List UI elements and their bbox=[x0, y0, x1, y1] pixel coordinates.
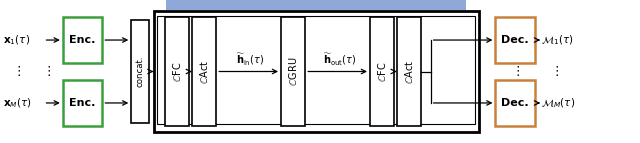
Bar bbox=[63, 80, 102, 126]
Text: Dec.: Dec. bbox=[501, 98, 529, 108]
Bar bbox=[166, 0, 466, 10]
Text: Dec.: Dec. bbox=[501, 35, 529, 45]
Text: $\vdots$: $\vdots$ bbox=[12, 64, 20, 79]
Text: $\mathbb{C}$Act: $\mathbb{C}$Act bbox=[198, 59, 210, 84]
Bar bbox=[157, 16, 475, 124]
Bar bbox=[495, 80, 535, 126]
Bar bbox=[154, 11, 479, 132]
Text: $\mathbf{x}_1(\tau)$: $\mathbf{x}_1(\tau)$ bbox=[3, 33, 30, 47]
Text: $\mathbb{C}$FC: $\mathbb{C}$FC bbox=[376, 61, 388, 82]
Text: $\widetilde{\mathbf{h}}_{\mathrm{out}}(\tau)$: $\widetilde{\mathbf{h}}_{\mathrm{out}}(\… bbox=[323, 52, 356, 68]
Text: $\widetilde{\mathbf{h}}_{\mathrm{in}}(\tau)$: $\widetilde{\mathbf{h}}_{\mathrm{in}}(\t… bbox=[236, 52, 264, 68]
Bar bbox=[165, 17, 189, 126]
Bar bbox=[131, 20, 149, 123]
Text: $\vdots$: $\vdots$ bbox=[42, 64, 51, 79]
Bar bbox=[63, 17, 102, 63]
Bar bbox=[370, 17, 394, 126]
Text: $\mathcal{M}_M(\tau)$: $\mathcal{M}_M(\tau)$ bbox=[541, 96, 575, 110]
Text: $\vdots$: $\vdots$ bbox=[550, 64, 559, 79]
Text: $\mathbb{C}$GRU: $\mathbb{C}$GRU bbox=[287, 57, 299, 86]
Text: $\mathbb{C}$Act: $\mathbb{C}$Act bbox=[403, 59, 415, 84]
Text: concat.: concat. bbox=[136, 56, 145, 87]
Text: $\vdots$: $\vdots$ bbox=[511, 64, 520, 79]
Text: $\mathbf{x}_M(\tau)$: $\mathbf{x}_M(\tau)$ bbox=[3, 96, 32, 110]
Text: Enc.: Enc. bbox=[69, 98, 96, 108]
Bar bbox=[397, 17, 421, 126]
Bar bbox=[281, 17, 305, 126]
Bar bbox=[495, 17, 535, 63]
Text: Enc.: Enc. bbox=[69, 35, 96, 45]
Text: $\mathcal{M}_1(\tau)$: $\mathcal{M}_1(\tau)$ bbox=[541, 33, 574, 47]
Bar bbox=[192, 17, 216, 126]
Text: $\mathbb{C}$FC: $\mathbb{C}$FC bbox=[172, 61, 183, 82]
